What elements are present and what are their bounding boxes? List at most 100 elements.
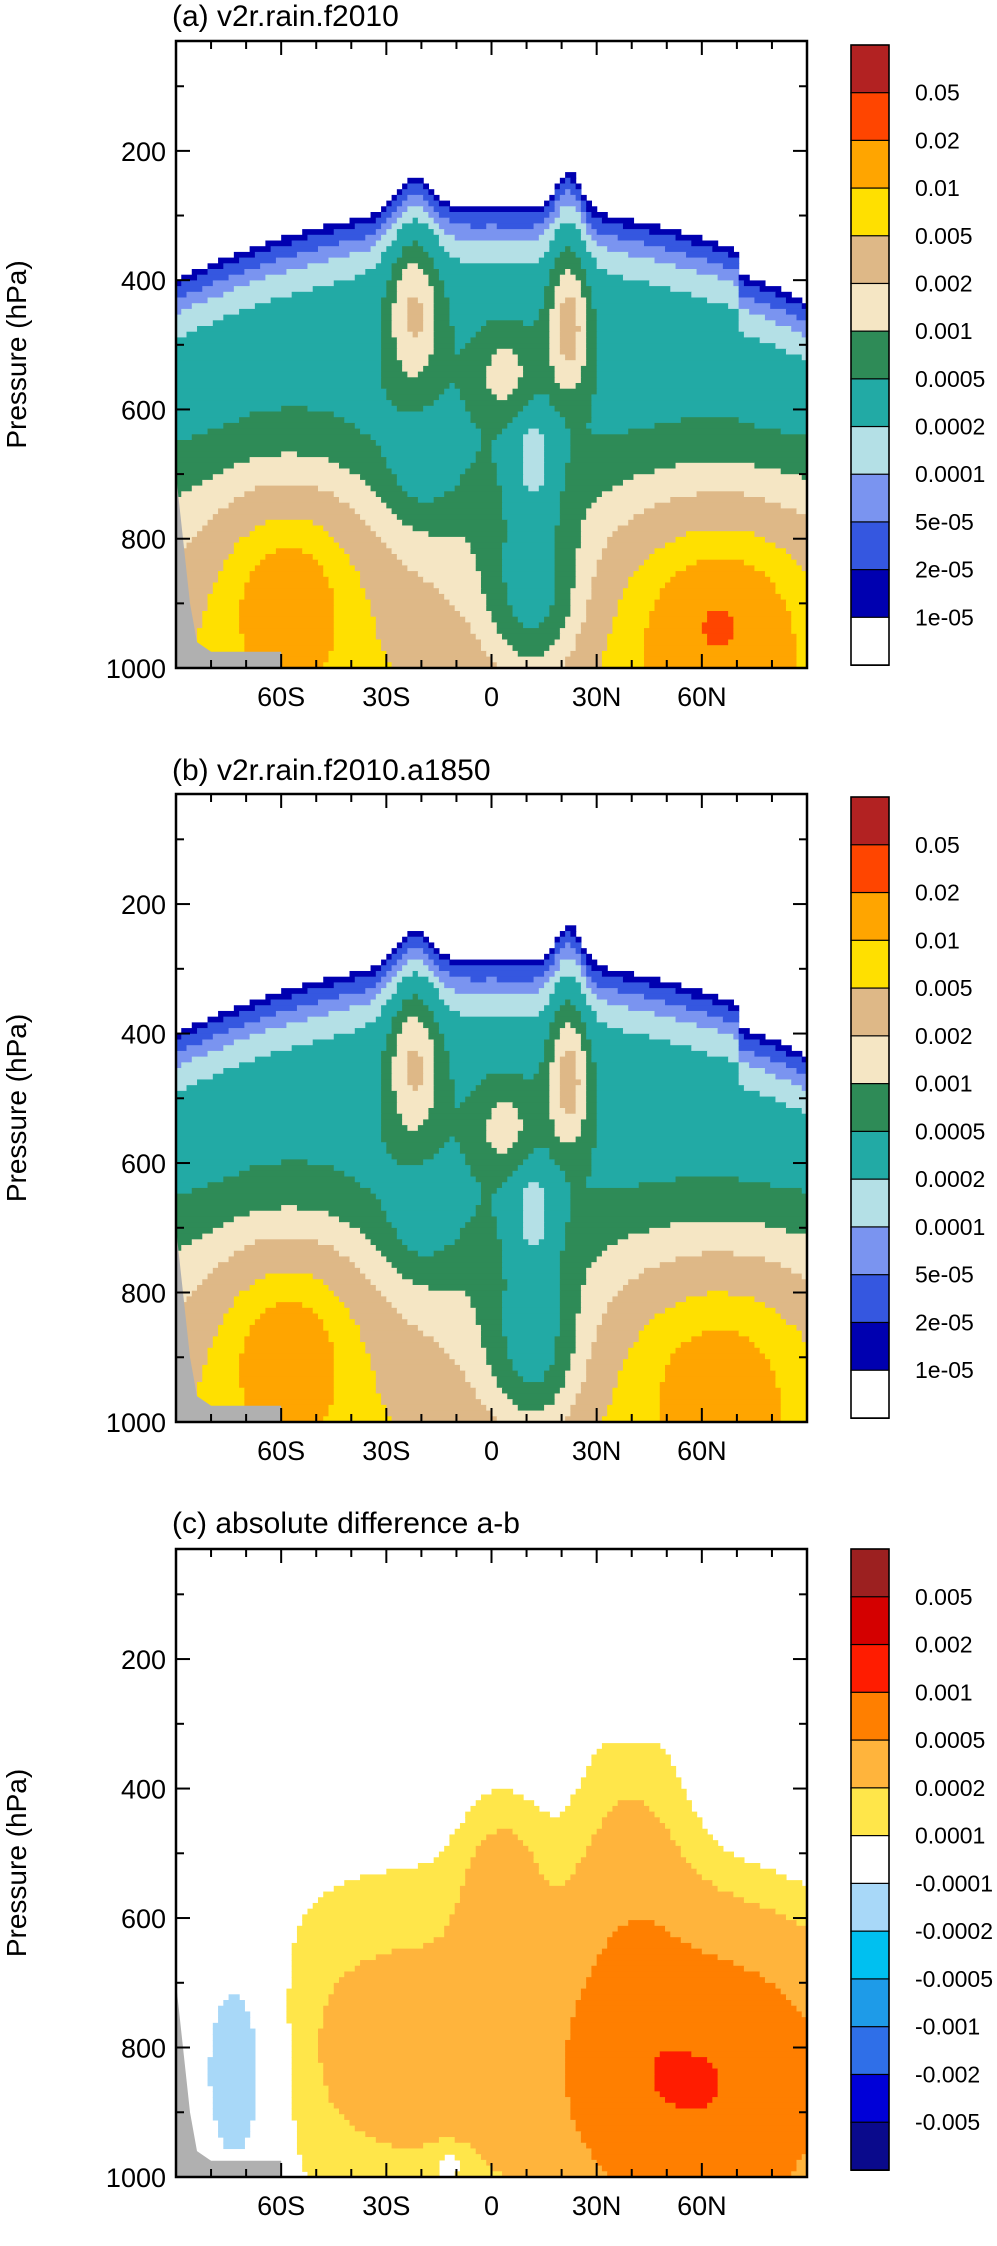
contour-cell <box>391 223 403 230</box>
contour-cell <box>454 1828 498 1836</box>
contour-cell <box>638 1273 803 1280</box>
contour-cell <box>291 2085 330 2092</box>
contour-cell <box>176 1336 214 1343</box>
contour-cell <box>554 1056 561 1063</box>
contour-cell <box>480 1342 508 1349</box>
contour-cell <box>176 297 209 304</box>
contour-cell <box>575 1863 692 1870</box>
contour-cell <box>570 1022 587 1029</box>
contour-cell <box>396 554 477 561</box>
contour-cell <box>586 599 619 606</box>
contour-cell <box>444 1925 619 1933</box>
contour-cell <box>417 1085 435 1092</box>
contour-cell <box>580 1130 598 1138</box>
contour-cell <box>291 2057 319 2064</box>
contour-cell <box>554 405 593 413</box>
contour-cell <box>212 514 361 521</box>
contour-cell <box>181 1062 240 1069</box>
contour-cell <box>491 440 524 447</box>
contour-cell <box>360 1324 419 1332</box>
contour-cell <box>470 1170 514 1178</box>
contour-cell <box>575 948 582 955</box>
contour-cell <box>580 1988 782 1995</box>
contour-cell <box>417 331 435 338</box>
contour-cell <box>770 1364 808 1372</box>
contour-cell <box>649 1319 787 1326</box>
contour-cell <box>643 1800 692 1807</box>
contour-cell <box>565 1176 587 1183</box>
contour-cell <box>538 1239 566 1246</box>
contour-cell <box>649 611 708 618</box>
contour-cell <box>239 1376 335 1383</box>
contour-cell <box>428 531 508 538</box>
contour-cell <box>197 1028 230 1035</box>
contour-cell <box>570 457 808 464</box>
contour-cell <box>281 1205 298 1212</box>
contour-cell <box>591 291 692 299</box>
contour-cell <box>333 1359 372 1366</box>
colorbar-frame <box>850 44 890 666</box>
contour-cell <box>554 639 577 646</box>
contour-cell <box>244 650 330 658</box>
contour-cell <box>738 308 750 316</box>
contour-cell <box>586 206 598 213</box>
contour-cell <box>544 1233 566 1240</box>
contour-cell <box>423 365 487 373</box>
contour-cell <box>591 1834 671 1841</box>
contour-cell <box>186 1045 224 1052</box>
contour-cell <box>559 948 577 955</box>
contour-cell <box>764 1977 808 1984</box>
contour-cell <box>559 206 577 213</box>
contour-cell <box>244 633 335 641</box>
contour-cell <box>570 599 587 606</box>
contour-cell <box>339 993 377 1001</box>
contour-cell <box>223 2137 245 2144</box>
contour-cell <box>417 993 440 1001</box>
contour-cell <box>523 1193 545 1200</box>
contour-cell <box>317 2051 566 2058</box>
contour-cell <box>512 645 550 652</box>
contour-cell <box>707 2102 808 2110</box>
contour-cell <box>596 314 740 321</box>
contour-cell <box>517 1108 550 1115</box>
contour-cell <box>386 1410 493 1417</box>
colorbar-swatch <box>850 796 890 846</box>
contour-cell <box>407 303 424 310</box>
contour-cell <box>186 291 224 299</box>
contour-cell <box>549 223 561 230</box>
contour-cell <box>249 999 272 1006</box>
contour-cell <box>176 1353 209 1360</box>
contour-cell <box>181 280 214 287</box>
contour-cell <box>328 650 387 658</box>
contour-cell <box>433 257 461 264</box>
contour-cell <box>544 474 566 481</box>
contour-cell <box>517 1404 545 1412</box>
contour-cell <box>381 354 398 361</box>
contour-cell <box>791 622 808 629</box>
contour-cell <box>559 1290 582 1297</box>
contour-cell <box>239 622 335 629</box>
contour-cell <box>470 976 487 983</box>
contour-cell <box>375 1387 477 1395</box>
contour-cell <box>591 1050 708 1058</box>
contour-cell <box>601 554 650 561</box>
contour-cell <box>780 1410 808 1417</box>
contour-cell <box>412 217 419 224</box>
contour-cell <box>381 1096 398 1103</box>
contour-cell <box>417 297 435 304</box>
contour-cell <box>512 611 550 618</box>
contour-cell <box>291 2068 324 2075</box>
contour-cell <box>496 1147 508 1155</box>
contour-cell <box>675 988 703 995</box>
contour-cell <box>491 1108 519 1115</box>
contour-cell <box>223 291 293 299</box>
contour-cell <box>586 326 598 333</box>
contour-cell <box>575 1393 614 1400</box>
contour-cell <box>607 542 666 549</box>
contour-cell <box>249 457 330 464</box>
contour-cell <box>638 565 687 572</box>
contour-cell <box>575 251 593 259</box>
contour-cell <box>675 462 756 470</box>
contour-cell <box>586 976 593 983</box>
colorbar-label: 0.0005 <box>915 1118 985 1144</box>
